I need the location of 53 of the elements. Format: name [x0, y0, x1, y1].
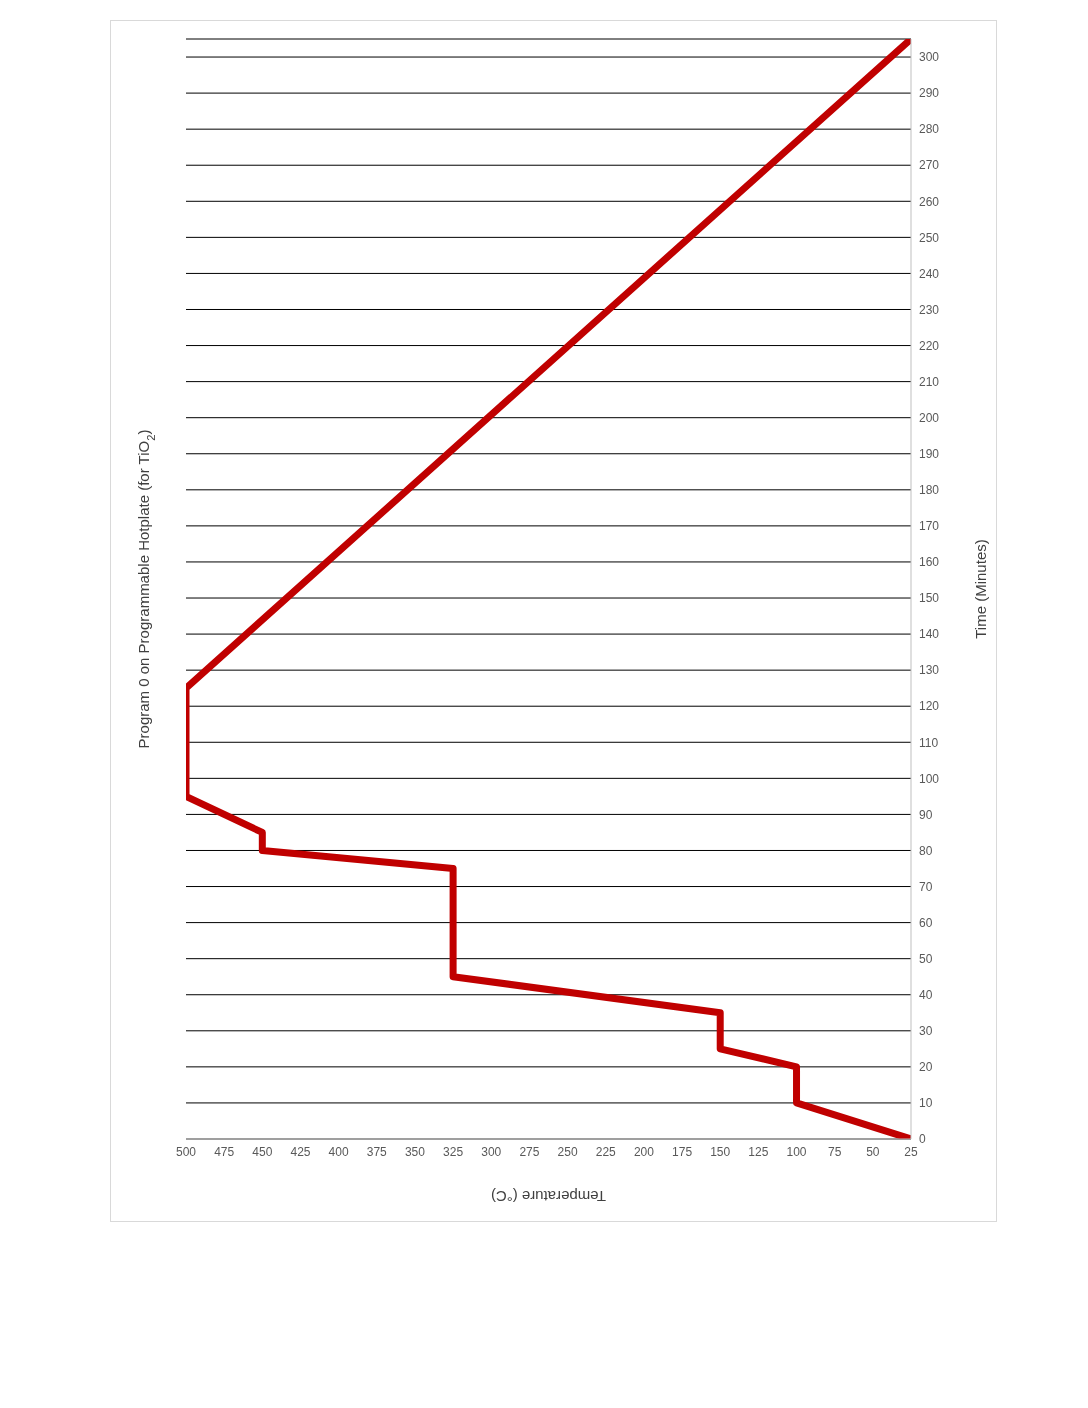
x-tick-label: 400 — [328, 1144, 349, 1159]
x-tick-label: 325 — [443, 1144, 464, 1159]
y-tick-label: 260 — [919, 194, 940, 209]
x-tick-label: 350 — [404, 1144, 426, 1159]
y-tick-label: 60 — [919, 915, 933, 930]
x-tick-label: 500 — [175, 1144, 197, 1159]
y-tick-label: 180 — [919, 483, 940, 498]
y-tick-label: 0 — [919, 1132, 926, 1147]
x-tick-label: 275 — [519, 1144, 540, 1159]
x-tick-label: 475 — [214, 1144, 235, 1159]
x-tick-label: 150 — [710, 1144, 731, 1159]
y-tick-label: 70 — [919, 879, 933, 894]
y-tick-label: 40 — [919, 988, 933, 1002]
x-tick-label: 225 — [595, 1144, 617, 1159]
y-tick-label: 250 — [919, 230, 940, 245]
y-tick-label: 20 — [919, 1060, 933, 1075]
y-tick-label: 130 — [919, 663, 940, 678]
x-tick-label: 425 — [290, 1144, 311, 1159]
y-axis-title: Time (Minutes) — [972, 539, 990, 639]
y-tick-label: 50 — [919, 951, 933, 966]
y-tick-label: 230 — [919, 302, 940, 317]
y-tick-label: 290 — [919, 86, 940, 101]
x-tick-label: 250 — [557, 1144, 578, 1159]
x-tick-label: 75 — [828, 1144, 842, 1159]
y-tick-label: 140 — [919, 627, 940, 642]
y-tick-label: 240 — [919, 266, 940, 281]
y-tick-label: 80 — [919, 843, 933, 858]
x-tick-label: 100 — [786, 1144, 807, 1159]
x-tick-label: 300 — [481, 1144, 502, 1159]
x-tick-label: 450 — [252, 1144, 273, 1159]
x-tick-label: 125 — [748, 1144, 769, 1159]
x-axis-title: Temperature (°C) — [490, 1188, 607, 1205]
y-tick-label: 270 — [919, 158, 940, 173]
y-tick-label: 170 — [919, 519, 940, 534]
y-tick-label: 150 — [919, 591, 940, 606]
y-tick-label: 120 — [919, 699, 940, 714]
y-tick-label: 220 — [919, 338, 940, 353]
y-tick-label: 110 — [919, 735, 939, 750]
y-tick-label: 160 — [919, 555, 940, 570]
y-tick-label: 10 — [919, 1096, 933, 1111]
y-tick-label: 300 — [919, 50, 940, 65]
y-tick-label: 90 — [919, 807, 933, 822]
y-tick-label: 280 — [919, 122, 940, 137]
y-tick-label: 30 — [919, 1024, 933, 1039]
y-tick-label: 210 — [919, 374, 940, 389]
y-tick-label: 100 — [919, 771, 940, 786]
y-tick-label: 200 — [919, 410, 940, 425]
x-tick-label: 50 — [866, 1144, 880, 1159]
x-tick-label: 175 — [672, 1144, 693, 1159]
x-tick-label: 375 — [366, 1144, 388, 1159]
x-tick-label: 25 — [904, 1144, 918, 1159]
y-tick-label: 190 — [919, 447, 940, 462]
x-tick-label: 200 — [633, 1144, 655, 1159]
